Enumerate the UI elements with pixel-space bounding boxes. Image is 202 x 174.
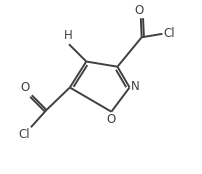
Text: O: O [107,113,116,126]
Text: Cl: Cl [18,128,30,141]
Text: H: H [64,29,73,42]
Text: Cl: Cl [163,27,175,40]
Text: O: O [21,81,30,94]
Text: O: O [135,3,144,17]
Text: N: N [130,80,139,93]
